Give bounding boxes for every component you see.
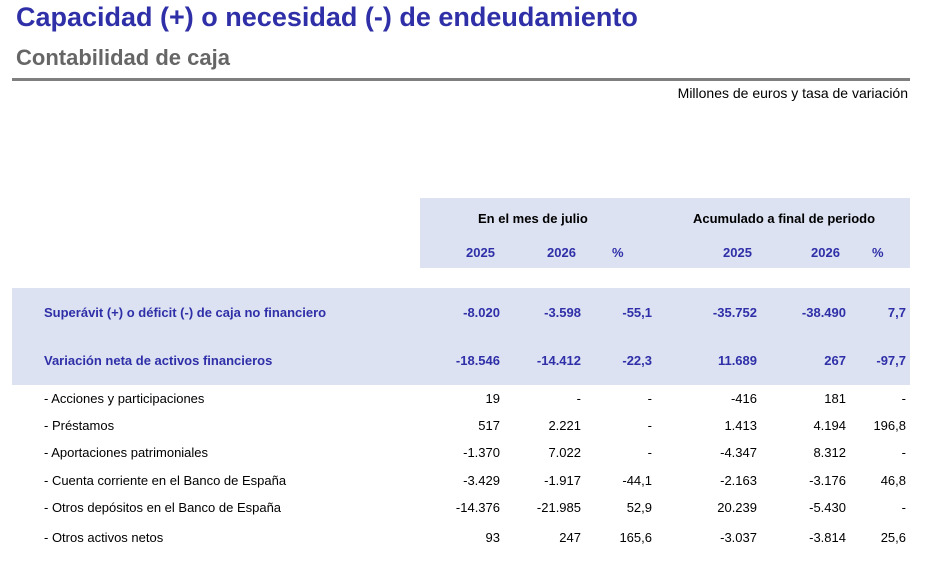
table-cell: -5.430 (809, 500, 846, 515)
table-cell: 267 (824, 353, 846, 368)
table-cell: -416 (730, 391, 757, 406)
table-cell: -35.752 (712, 305, 757, 320)
table-cell: 247 (559, 530, 581, 545)
table-cell: 7,7 (887, 305, 906, 320)
page-title: Capacidad (+) o necesidad (-) de endeuda… (16, 2, 638, 32)
row-label: Variación neta de activos financieros (44, 353, 273, 368)
table-cell: 93 (485, 530, 500, 545)
table-cell: - (901, 500, 906, 515)
table-cell: - (647, 445, 652, 460)
table-cell: 1.413 (724, 418, 757, 433)
column-header: 2026 (811, 245, 840, 260)
table-cell: -55,1 (622, 305, 652, 320)
table-cell: -44,1 (622, 473, 652, 488)
table-cell: -14.376 (455, 500, 500, 515)
table-cell: 196,8 (873, 418, 906, 433)
table-cell: -2.163 (720, 473, 757, 488)
row-label: - Acciones y participaciones (44, 391, 205, 406)
table-cell: -4.347 (720, 445, 757, 460)
table-cell: 165,6 (619, 530, 652, 545)
table-cell: 46,8 (880, 473, 906, 488)
title-divider (12, 78, 910, 81)
table-cell: -14.412 (536, 353, 581, 368)
column-header: % (612, 245, 624, 260)
table-cell: -3.037 (720, 530, 757, 545)
table-cell: 52,9 (626, 500, 652, 515)
table-cell: -3.429 (463, 473, 500, 488)
table-cell: -3.598 (544, 305, 581, 320)
table-cell: 8.312 (813, 445, 846, 460)
table-cell: 19 (485, 391, 500, 406)
table-cell: - (647, 391, 652, 406)
group-header-month: En el mes de julio (478, 211, 588, 226)
table-cell: - (901, 445, 906, 460)
table-cell: -1.370 (463, 445, 500, 460)
row-label: - Otros depósitos en el Banco de España (44, 500, 282, 515)
table-cell: 7.022 (548, 445, 581, 460)
column-header: % (872, 245, 884, 260)
header-band (420, 198, 910, 268)
row-label: - Cuenta corriente en el Banco de España (44, 473, 287, 488)
table-cell: 20.239 (717, 500, 757, 515)
column-header: 2025 (466, 245, 495, 260)
column-header: 2026 (547, 245, 576, 260)
group-header-cumulative: Acumulado a final de periodo (693, 211, 876, 226)
table-cell: -3.814 (809, 530, 846, 545)
row-label: - Préstamos (44, 418, 115, 433)
table-cell: -18.546 (455, 353, 500, 368)
table-cell: 181 (824, 391, 846, 406)
table-cell: -22,3 (622, 353, 652, 368)
column-header: 2025 (723, 245, 752, 260)
table-cell: - (576, 391, 581, 406)
table-cell: 11.689 (717, 353, 757, 368)
table-cell: -1.917 (544, 473, 581, 488)
row-label: Superávit (+) o déficit (-) de caja no f… (44, 305, 327, 320)
row-label: - Aportaciones patrimoniales (44, 445, 209, 460)
table-cell: -21.985 (536, 500, 581, 515)
table-cell: 517 (478, 418, 500, 433)
table-cell: -97,7 (876, 353, 906, 368)
table-cell: - (647, 418, 652, 433)
table-cell: 4.194 (813, 418, 846, 433)
units-note: Millones de euros y tasa de variación (677, 85, 908, 101)
summary-band (12, 288, 910, 385)
row-label: - Otros activos netos (44, 530, 164, 545)
table-cell: -3.176 (809, 473, 846, 488)
table-cell: 2.221 (548, 418, 581, 433)
table-cell: -38.490 (801, 305, 846, 320)
table-cell: 25,6 (880, 530, 906, 545)
table-cell: -8.020 (463, 305, 500, 320)
table-cell: - (901, 391, 906, 406)
page-subtitle: Contabilidad de caja (16, 45, 230, 70)
